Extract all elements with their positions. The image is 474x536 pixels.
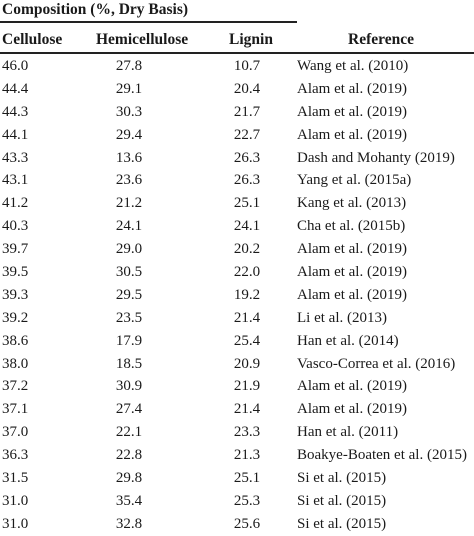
table-row: 37.0 22.1 23.3 Han et al. (2011) <box>0 421 474 444</box>
cell-reference: Vasco-Correa et al. (2016) <box>297 355 456 372</box>
table-row: 39.5 30.5 22.0 Alam et al. (2019) <box>0 261 474 284</box>
cell-cellulose: 36.3 <box>2 447 29 464</box>
cell-reference: Alam et al. (2019) <box>297 264 407 281</box>
cell-reference: Dash and Mohanty (2019) <box>297 149 455 166</box>
cell-reference: Wang et al. (2010) <box>297 58 409 74</box>
cell-reference: Alam et al. (2019) <box>297 241 407 258</box>
group-title: Composition (%, Dry Basis) <box>2 1 189 18</box>
cell-cellulose: 46.0 <box>2 58 29 74</box>
table-row: 39.3 29.5 19.2 Alam et al. (2019) <box>0 284 474 307</box>
table-row: 43.3 13.6 26.3 Dash and Mohanty (2019) <box>0 147 474 170</box>
cell-cellulose: 40.3 <box>2 218 29 235</box>
cell-cellulose: 43.1 <box>2 172 29 189</box>
cell-cellulose: 44.1 <box>2 126 29 143</box>
cell-reference: Alam et al. (2019) <box>297 80 407 97</box>
table-row: 44.1 29.4 22.7 Alam et al. (2019) <box>0 124 474 147</box>
table-row: 43.1 23.6 26.3 Yang et al. (2015a) <box>0 169 474 192</box>
cell-reference: Yang et al. (2015a) <box>297 172 412 189</box>
table-row: 37.1 27.4 21.4 Alam et al. (2019) <box>0 398 474 421</box>
table-row: 36.3 22.8 21.3 Boakye-Boaten et al. (2015) <box>0 444 474 467</box>
header-reference: Reference <box>348 31 414 48</box>
cell-cellulose: 37.2 <box>2 378 29 395</box>
table-row: 46.0 27.8 10.7 Wang et al. (2010) <box>0 55 474 78</box>
table-row: 40.3 24.1 24.1 Cha et al. (2015b) <box>0 215 474 238</box>
cell-reference: Li et al. (2013) <box>297 309 387 326</box>
header-lignin: Lignin <box>229 31 273 48</box>
table-row: 39.2 23.5 21.4 Li et al. (2013) <box>0 307 474 330</box>
cell-reference: Alam et al. (2019) <box>297 378 407 395</box>
cell-reference: Si et al. (2015) <box>297 470 387 487</box>
cell-cellulose: 38.6 <box>2 332 29 349</box>
cell-cellulose: 44.4 <box>2 80 29 97</box>
table-row: 44.4 29.1 20.4 Alam et al. (2019) <box>0 78 474 101</box>
cell-cellulose: 37.1 <box>2 401 29 418</box>
table-body: 46.0 27.8 10.7 Wang et al. (2010) 44.4 29.1 20… <box>0 55 474 536</box>
table-row: 31.0 32.8 25.6 Si et al. (2015) <box>0 513 474 536</box>
table-row: 38.0 18.5 20.9 Vasco-Correa et al. (2016) <box>0 353 474 376</box>
cell-cellulose: 39.7 <box>2 241 29 258</box>
cell-reference: Han et al. (2014) <box>297 332 399 349</box>
cell-reference: Alam et al. (2019) <box>297 103 407 120</box>
cell-reference: Boakye-Boaten et al. (2015) <box>297 447 467 464</box>
cell-reference: Alam et al. (2019) <box>297 286 407 303</box>
table-row: 41.2 21.2 25.1 Kang et al. (2013) <box>0 192 474 215</box>
cell-cellulose: 31.0 <box>2 492 29 509</box>
cell-reference: Kang et al. (2013) <box>297 195 407 212</box>
cell-reference: Si et al. (2015) <box>297 492 387 509</box>
cell-reference: Alam et al. (2019) <box>297 126 407 143</box>
cell-cellulose: 43.3 <box>2 149 29 166</box>
table-row: 38.6 17.9 25.4 Han et al. (2014) <box>0 330 474 353</box>
cell-cellulose: 37.0 <box>2 424 29 441</box>
table-row: 39.7 29.0 20.2 Alam et al. (2019) <box>0 238 474 261</box>
cell-reference: Han et al. (2011) <box>297 424 399 441</box>
header-rule <box>0 52 474 54</box>
cell-cellulose: 44.3 <box>2 103 29 120</box>
table-row: 37.2 30.9 21.9 Alam et al. (2019) <box>0 375 474 398</box>
group-title-rule <box>0 21 297 23</box>
cell-cellulose: 39.5 <box>2 264 29 281</box>
header-cellulose: Cellulose <box>2 31 63 48</box>
cell-cellulose: 31.5 <box>2 470 29 487</box>
cell-reference: Si et al. (2015) <box>297 515 387 532</box>
table-row: 31.5 29.8 25.1 Si et al. (2015) <box>0 467 474 490</box>
cell-cellulose: 41.2 <box>2 195 29 212</box>
cell-cellulose: 39.3 <box>2 286 29 303</box>
cell-cellulose: 38.0 <box>2 355 29 372</box>
cell-cellulose: 39.2 <box>2 309 29 326</box>
cell-reference: Cha et al. (2015b) <box>297 218 406 235</box>
header-hemicellulose: Hemicellulose <box>96 31 189 48</box>
table-row: 44.3 30.3 21.7 Alam et al. (2019) <box>0 101 474 124</box>
cell-cellulose: 31.0 <box>2 515 29 532</box>
table-row: 31.0 35.4 25.3 Si et al. (2015) <box>0 490 474 513</box>
cell-reference: Alam et al. (2019) <box>297 401 407 418</box>
